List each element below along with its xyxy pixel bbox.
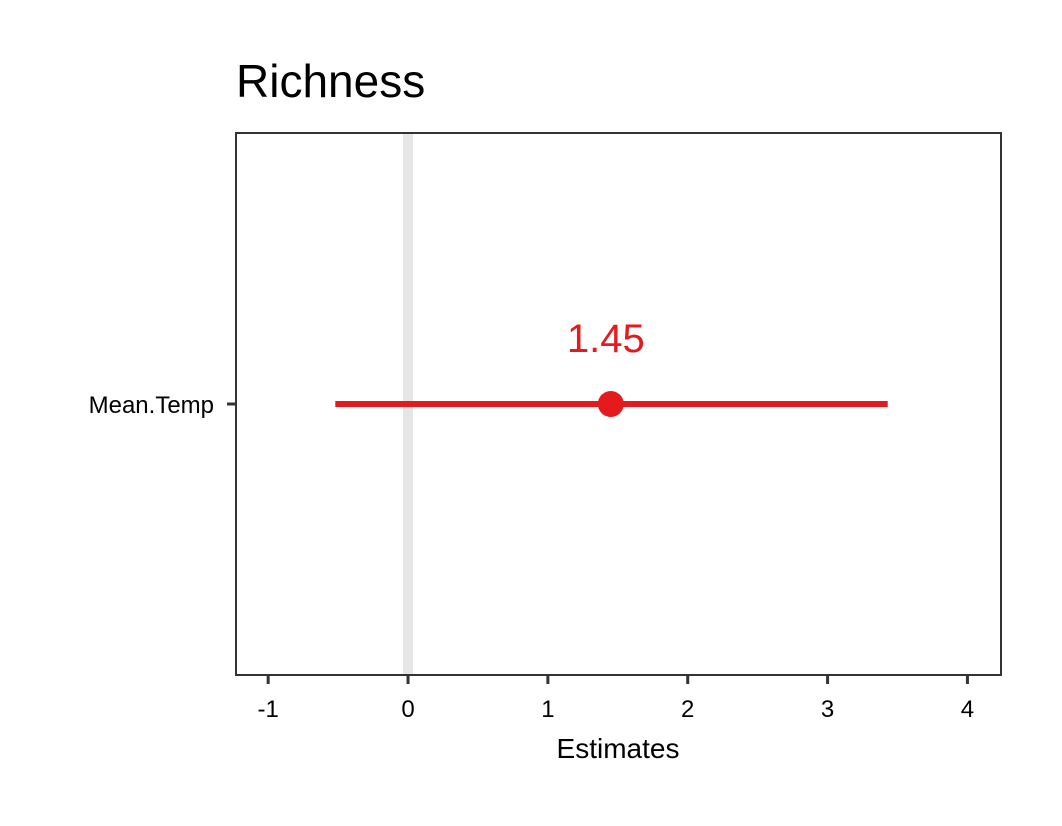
x-tick-label: 0: [401, 696, 414, 723]
x-tick-label: 3: [821, 696, 834, 723]
x-tick-label: 2: [681, 696, 694, 723]
chart-title: Richness: [236, 55, 425, 107]
x-tick-label: -1: [257, 696, 278, 723]
x-tick-label: 4: [961, 696, 974, 723]
estimate-point: [597, 391, 624, 417]
estimate-label: 1.45: [567, 317, 645, 361]
series-layer: 1.45: [335, 317, 888, 417]
y-axis: Mean.Temp: [89, 392, 236, 419]
y-tick-label: Mean.Temp: [89, 392, 214, 419]
x-axis-title: Estimates: [557, 733, 680, 764]
x-tick-label: 1: [541, 696, 554, 723]
x-axis: -1 0 1 2 3 4: [257, 675, 974, 723]
